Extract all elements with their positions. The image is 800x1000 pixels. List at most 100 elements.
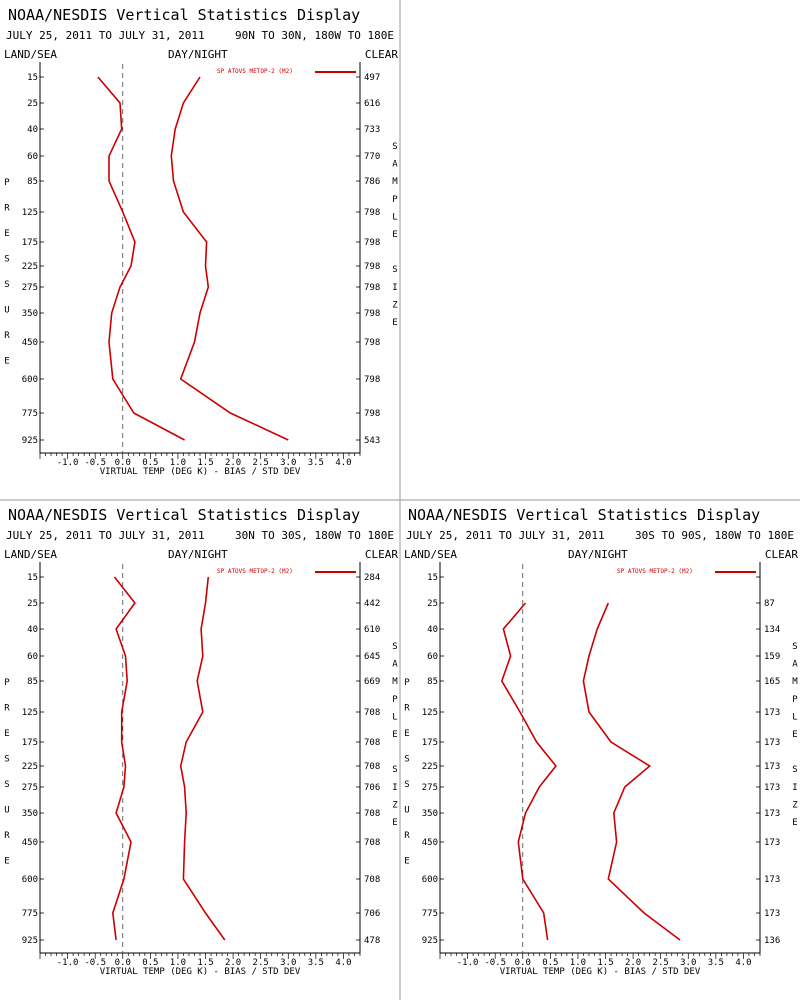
pressure-level-label: 40 bbox=[427, 625, 438, 635]
sample-size-label: 173 bbox=[764, 909, 780, 919]
sample-axis-letter: I bbox=[392, 783, 397, 793]
sample-size-label: 478 bbox=[364, 936, 380, 946]
sample-size-label: 616 bbox=[364, 99, 380, 109]
pressure-axis-letter: R bbox=[4, 704, 10, 714]
bias-series-line bbox=[111, 576, 136, 941]
pressure-axis-letter: E bbox=[404, 857, 409, 867]
legend-label: SP ATOVS METOP-2 (M2) bbox=[217, 68, 293, 75]
x-tick-label: 4.0 bbox=[735, 958, 751, 968]
std-dev-series-line bbox=[170, 76, 289, 441]
pressure-axis-letter: R bbox=[404, 704, 410, 714]
pressure-level-label: 350 bbox=[22, 809, 38, 819]
std-dev-series-line bbox=[179, 576, 226, 941]
x-axis-title: VIRTUAL TEMP (DEG K) - BIAS / STD DEV bbox=[100, 967, 301, 977]
x-tick-label: 0.5 bbox=[542, 958, 558, 968]
pressure-level-label: 85 bbox=[27, 677, 38, 687]
sample-size-label: 669 bbox=[364, 677, 380, 687]
sample-axis-letter: E bbox=[392, 818, 397, 828]
pressure-level-label: 275 bbox=[22, 783, 38, 793]
clear-label: CLEAR bbox=[365, 48, 398, 61]
x-tick-label: 1.0 bbox=[570, 958, 586, 968]
day-night-label: DAY/NIGHT bbox=[168, 548, 228, 561]
x-tick-label: -0.5 bbox=[84, 958, 106, 968]
sample-size-label: 708 bbox=[364, 875, 380, 885]
sample-size-label: 798 bbox=[364, 283, 380, 293]
sample-axis-letter: I bbox=[392, 283, 397, 293]
sample-size-label: 645 bbox=[364, 652, 380, 662]
pressure-axis-letter: S bbox=[4, 755, 9, 765]
pressure-level-label: 85 bbox=[27, 177, 38, 187]
sample-size-label: 798 bbox=[364, 262, 380, 272]
sample-axis-letter: P bbox=[392, 195, 398, 205]
x-tick-label: 0.0 bbox=[115, 458, 131, 468]
sample-axis-letter: A bbox=[392, 160, 398, 170]
pressure-axis-letter: S bbox=[4, 255, 9, 265]
pressure-level-label: 925 bbox=[22, 936, 38, 946]
pressure-level-label: 600 bbox=[422, 875, 438, 885]
sample-size-label: 708 bbox=[364, 762, 380, 772]
pressure-axis-letter: E bbox=[4, 857, 9, 867]
x-tick-label: 2.5 bbox=[253, 958, 269, 968]
sample-size-label: 165 bbox=[764, 677, 780, 687]
x-tick-label: 1.5 bbox=[597, 958, 613, 968]
day-night-label: DAY/NIGHT bbox=[568, 548, 628, 561]
sample-axis-letter: S bbox=[392, 642, 397, 652]
legend-label: SP ATOVS METOP-2 (M2) bbox=[617, 568, 693, 575]
pressure-level-label: 775 bbox=[22, 409, 38, 419]
sample-size-label: 770 bbox=[364, 152, 380, 162]
sample-axis-letter: A bbox=[392, 660, 398, 670]
sample-axis-letter: A bbox=[792, 660, 798, 670]
x-tick-label: 3.5 bbox=[708, 958, 724, 968]
pressure-level-label: 60 bbox=[427, 652, 438, 662]
date-range: JULY 25, 2011 TO JULY 31, 2011 bbox=[6, 529, 205, 542]
sample-size-label: 134 bbox=[764, 625, 780, 635]
pressure-level-label: 25 bbox=[427, 599, 438, 609]
pressure-axis-letter: S bbox=[4, 780, 9, 790]
x-tick-label: 1.0 bbox=[170, 958, 186, 968]
clear-label: CLEAR bbox=[365, 548, 398, 561]
pressure-level-label: 275 bbox=[422, 783, 438, 793]
sample-size-label: 798 bbox=[364, 409, 380, 419]
sample-size-label: 173 bbox=[764, 738, 780, 748]
x-tick-label: 1.5 bbox=[197, 458, 213, 468]
sample-size-label: 798 bbox=[364, 208, 380, 218]
legend-label: SP ATOVS METOP-2 (M2) bbox=[217, 568, 293, 575]
pressure-level-label: 450 bbox=[22, 838, 38, 848]
pressure-level-label: 125 bbox=[422, 708, 438, 718]
sample-size-label: 173 bbox=[764, 708, 780, 718]
x-tick-label: 3.0 bbox=[280, 458, 296, 468]
pressure-axis-letter: R bbox=[4, 831, 10, 841]
x-tick-label: -1.0 bbox=[57, 458, 79, 468]
sample-size-label: 284 bbox=[364, 573, 380, 583]
sample-axis-letter: M bbox=[792, 677, 798, 687]
x-tick-label: 2.5 bbox=[253, 458, 269, 468]
sample-axis-letter: S bbox=[392, 765, 397, 775]
sample-size-label: 708 bbox=[364, 838, 380, 848]
pressure-level-label: 350 bbox=[22, 309, 38, 319]
date-range: JULY 25, 2011 TO JULY 31, 2011 bbox=[406, 529, 605, 542]
x-tick-label: 1.0 bbox=[170, 458, 186, 468]
sample-size-label: 798 bbox=[364, 238, 380, 248]
day-night-label: DAY/NIGHT bbox=[168, 48, 228, 61]
pressure-axis-letter: S bbox=[404, 755, 409, 765]
sample-size-label: 706 bbox=[364, 783, 380, 793]
pressure-level-label: 15 bbox=[27, 573, 38, 583]
sample-axis-letter: M bbox=[392, 177, 398, 187]
pressure-level-label: 775 bbox=[22, 909, 38, 919]
x-tick-label: 4.0 bbox=[335, 458, 351, 468]
sample-axis-letter: E bbox=[392, 730, 397, 740]
x-tick-label: -0.5 bbox=[484, 958, 506, 968]
date-range: JULY 25, 2011 TO JULY 31, 2011 bbox=[6, 29, 205, 42]
x-tick-label: 2.0 bbox=[625, 958, 641, 968]
pressure-level-label: 15 bbox=[27, 73, 38, 83]
sample-size-label: 173 bbox=[764, 838, 780, 848]
x-tick-label: 4.0 bbox=[335, 958, 351, 968]
sample-size-label: 708 bbox=[364, 708, 380, 718]
pressure-level-label: 225 bbox=[22, 762, 38, 772]
pressure-axis-letter: P bbox=[4, 678, 10, 688]
pressure-axis-letter: P bbox=[404, 678, 410, 688]
sample-axis-letter: E bbox=[392, 318, 397, 328]
pressure-axis-letter: P bbox=[4, 178, 10, 188]
sample-size-label: 610 bbox=[364, 625, 380, 635]
